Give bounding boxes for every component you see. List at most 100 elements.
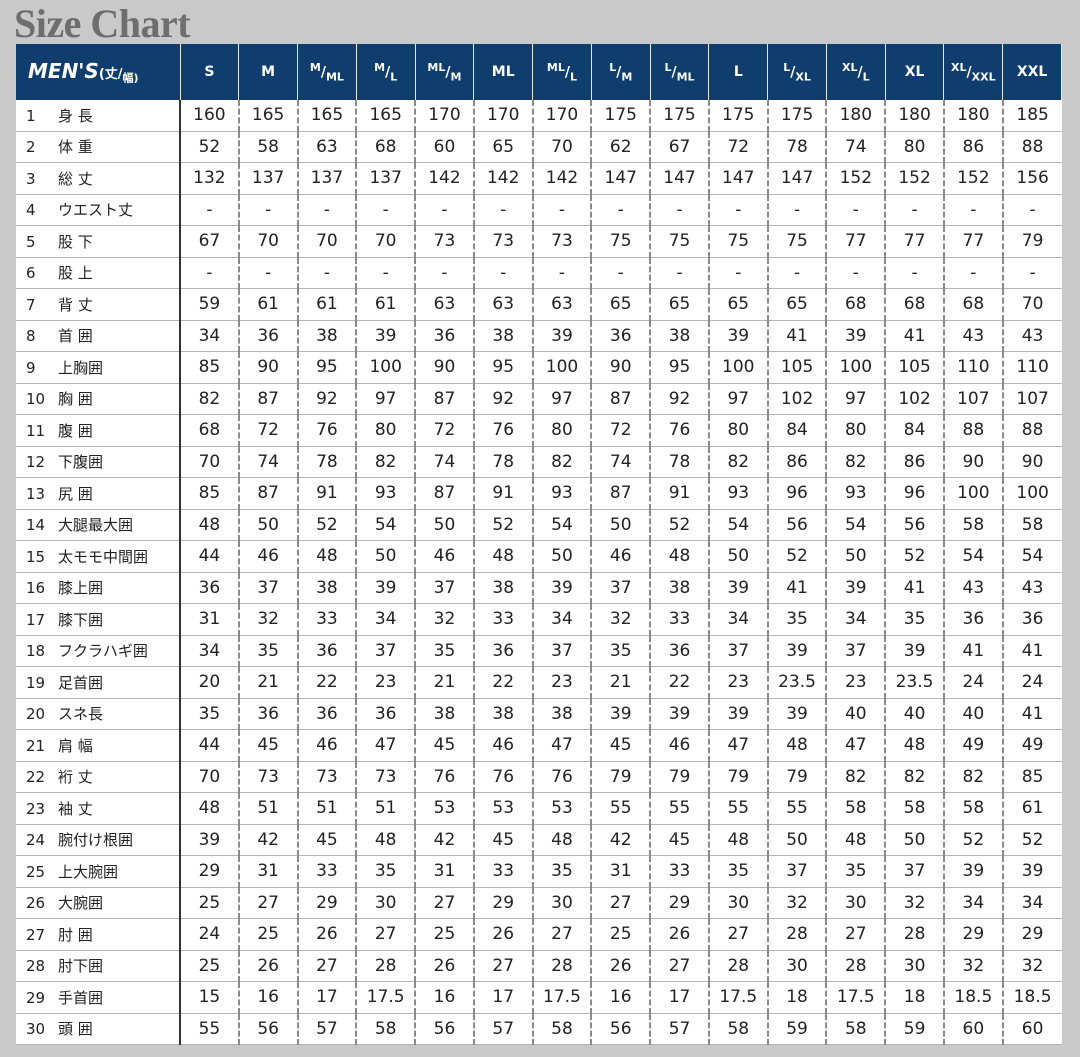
size-value: 48 bbox=[532, 824, 593, 856]
size-value: 92 bbox=[297, 383, 358, 415]
size-value: 42 bbox=[238, 824, 299, 856]
size-value: - bbox=[238, 257, 299, 289]
size-value: 79 bbox=[1002, 225, 1062, 258]
size-value: - bbox=[591, 194, 652, 226]
size-value: 34 bbox=[826, 603, 887, 636]
measure-label-cell: 16 膝上囲 bbox=[16, 572, 181, 604]
size-value: 48 bbox=[356, 824, 417, 856]
size-value: 55 bbox=[650, 792, 710, 825]
size-value: 25 bbox=[238, 918, 299, 951]
size-value: 93 bbox=[532, 477, 593, 510]
size-value: 107 bbox=[943, 383, 1004, 415]
size-value: 35 bbox=[591, 635, 652, 667]
size-value: 36 bbox=[297, 698, 358, 730]
size-value: 58 bbox=[826, 1013, 887, 1045]
size-value: 84 bbox=[885, 414, 945, 447]
measure-label-cell: 7 背 丈 bbox=[16, 288, 181, 321]
size-value: 33 bbox=[650, 855, 710, 888]
measure-label-cell: 28 肘下囲 bbox=[16, 950, 181, 982]
size-value: - bbox=[473, 257, 534, 289]
size-value: - bbox=[650, 194, 710, 226]
size-value: 90 bbox=[238, 351, 299, 384]
size-value: 25 bbox=[415, 918, 475, 951]
size-value: - bbox=[473, 194, 534, 226]
size-value: 45 bbox=[238, 729, 299, 762]
size-value: 32 bbox=[885, 887, 945, 919]
measure-row: 27 肘 囲 24 25 26 27 25 26 27 25 26 27 28 27 28 29 29 bbox=[16, 918, 1062, 951]
size-value: 85 bbox=[180, 477, 240, 510]
size-value: 34 bbox=[180, 320, 240, 352]
size-value: 72 bbox=[708, 131, 769, 163]
size-value: 54 bbox=[708, 509, 769, 541]
size-value: 16 bbox=[238, 981, 299, 1014]
size-value: 54 bbox=[532, 509, 593, 541]
size-value: 75 bbox=[650, 225, 710, 258]
size-value: 70 bbox=[356, 225, 417, 258]
size-value: 170 bbox=[532, 100, 593, 132]
size-value: 48 bbox=[650, 540, 710, 573]
measure-row: 28 肘下囲 25 26 27 28 26 27 28 26 27 28 30 28 30 32 32 bbox=[16, 950, 1062, 982]
size-value: - bbox=[591, 257, 652, 289]
size-value: 56 bbox=[415, 1013, 475, 1045]
size-header: M bbox=[238, 44, 299, 100]
size-value: 56 bbox=[767, 509, 828, 541]
size-value: 50 bbox=[885, 824, 945, 856]
size-value: 24 bbox=[943, 666, 1004, 699]
size-value: 15 bbox=[180, 981, 240, 1014]
size-value: 58 bbox=[356, 1013, 417, 1045]
row-label: 尻 囲 bbox=[58, 484, 93, 503]
size-value: 39 bbox=[943, 855, 1004, 888]
size-value: 156 bbox=[1002, 162, 1062, 195]
size-value: 70 bbox=[180, 761, 240, 793]
size-value: 40 bbox=[885, 698, 945, 730]
size-value: 87 bbox=[415, 477, 475, 510]
size-value: 92 bbox=[473, 383, 534, 415]
size-header: ML/M bbox=[415, 44, 475, 100]
size-value: 180 bbox=[885, 100, 945, 132]
size-value: - bbox=[826, 257, 887, 289]
size-value: 50 bbox=[415, 509, 475, 541]
size-value: 22 bbox=[473, 666, 534, 699]
size-value: 90 bbox=[415, 351, 475, 384]
measure-row: 15 太モモ中間囲 44 46 48 50 46 48 50 46 48 50 52 50 52 54 54 bbox=[16, 540, 1062, 573]
size-value: 82 bbox=[826, 761, 887, 793]
row-label: ウエスト丈 bbox=[58, 201, 134, 220]
measure-row: 9 上胸囲 85 90 95 100 90 95 100 90 95 100 105 100 105 110 1… bbox=[16, 351, 1062, 384]
size-value: 77 bbox=[885, 225, 945, 258]
size-value: 53 bbox=[415, 792, 475, 825]
measure-label-cell: 24 腕付け根囲 bbox=[16, 824, 181, 856]
size-value: 97 bbox=[708, 383, 769, 415]
size-value: 58 bbox=[885, 792, 945, 825]
size-value: 82 bbox=[356, 446, 417, 478]
size-value: 56 bbox=[238, 1013, 299, 1045]
size-value: 34 bbox=[356, 603, 417, 636]
size-value: 35 bbox=[238, 635, 299, 667]
size-value: 18 bbox=[767, 981, 828, 1014]
size-value: 34 bbox=[708, 603, 769, 636]
size-value: 45 bbox=[415, 729, 475, 762]
size-value: 28 bbox=[826, 950, 887, 982]
measure-row: 18 フクラハギ囲 34 35 36 37 35 36 37 35 36 37 39 37 39 41 41 bbox=[16, 635, 1062, 667]
size-value: 91 bbox=[297, 477, 358, 510]
size-value: 40 bbox=[943, 698, 1004, 730]
size-value: 39 bbox=[1002, 855, 1062, 888]
size-value: - bbox=[297, 194, 358, 226]
size-value: 70 bbox=[297, 225, 358, 258]
size-value: 57 bbox=[297, 1013, 358, 1045]
size-value: 76 bbox=[473, 761, 534, 793]
size-value: 38 bbox=[297, 572, 358, 604]
size-value: 38 bbox=[415, 698, 475, 730]
size-value: 33 bbox=[650, 603, 710, 636]
size-value: 180 bbox=[826, 100, 887, 132]
size-value: 44 bbox=[180, 729, 240, 762]
size-value: 17.5 bbox=[826, 981, 887, 1014]
header-row: MEN'S(丈/幅) S M M/ML M/L ML/M ML ML/L L/M L/ML L L/… bbox=[16, 44, 1062, 100]
size-value: 61 bbox=[238, 288, 299, 321]
size-value: 39 bbox=[532, 320, 593, 352]
size-value: 46 bbox=[473, 729, 534, 762]
size-value: 37 bbox=[767, 855, 828, 888]
size-value: 18 bbox=[885, 981, 945, 1014]
size-value: 39 bbox=[532, 572, 593, 604]
